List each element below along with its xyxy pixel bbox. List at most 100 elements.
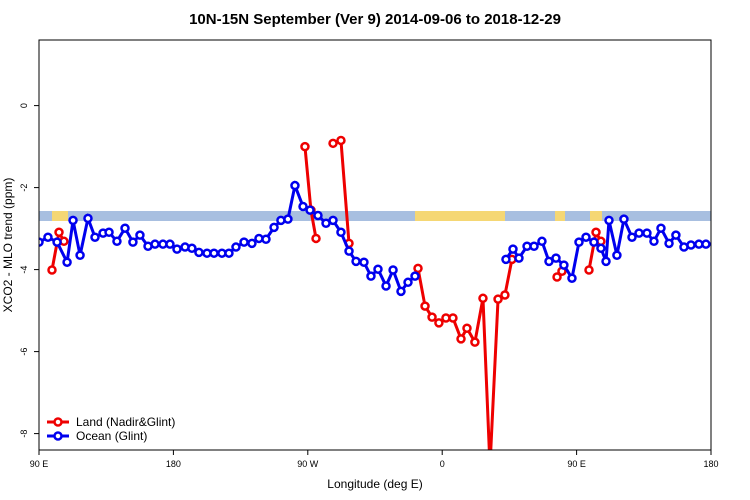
legend-label: Land (Nadir&Glint) [76,415,175,429]
point [311,233,321,244]
point [283,214,293,224]
y-tick-label: -2 [19,184,29,192]
point [642,228,652,238]
series-line [303,146,318,239]
point [62,257,72,267]
point [112,236,122,247]
point [328,138,338,149]
map-strip [39,211,711,221]
point [551,253,561,263]
point [627,232,637,242]
plot-area [39,135,711,470]
point [269,222,279,233]
point [456,334,466,344]
point [701,239,711,249]
point [75,250,85,260]
x-tick-label: 90 E [30,459,49,469]
point [403,277,413,288]
point [290,180,300,191]
point [165,239,175,249]
point [410,271,420,281]
legend-label: Ocean (Glint) [76,429,147,443]
point [514,253,524,263]
point [83,213,93,224]
point [584,265,594,275]
point [231,242,241,252]
point [336,227,346,238]
point [90,232,100,242]
point [604,215,614,226]
point [298,201,308,212]
point [656,223,666,233]
point [344,246,354,256]
point [493,294,503,304]
point [247,238,257,249]
point [336,135,346,146]
point [43,232,53,242]
point [128,237,138,247]
point [328,215,338,226]
y-tick-label: -4 [19,266,29,274]
x-tick-label: 90 E [567,459,586,469]
point [486,463,493,470]
point [552,272,562,282]
point [381,281,391,291]
point [574,237,584,247]
point [366,271,376,281]
point [686,240,696,250]
point [150,239,160,249]
point [54,227,64,238]
point [448,313,458,323]
point [300,141,310,152]
point [649,236,659,247]
point [462,323,472,333]
point [224,248,234,258]
point [508,244,518,254]
point [589,237,599,247]
y-axis-label: XCO2 - MLO trend (ppm) [1,178,15,313]
point [427,312,437,322]
point [396,286,406,297]
y-tick-label: -6 [19,348,29,356]
point [537,236,547,247]
point [500,290,510,300]
x-axis-label: Longitude (deg E) [327,477,422,491]
point [664,238,674,249]
point [591,227,601,238]
legend-marker [53,431,63,441]
point [104,227,114,238]
plot-frame [38,39,712,451]
point [351,256,361,267]
point [596,243,606,254]
x-tick-label: 180 [166,459,181,469]
point [413,263,423,274]
point [120,223,130,233]
point [434,318,444,328]
x-tick-label: 90 W [297,459,319,469]
point [601,256,611,267]
point [135,230,145,240]
point [47,265,57,275]
point [420,301,430,311]
point [194,247,204,258]
point [172,244,182,254]
point [209,248,219,258]
point [619,214,629,224]
point [501,254,511,265]
point [470,337,480,347]
point [359,257,369,267]
point [529,241,539,251]
point [68,215,78,226]
point [39,237,44,247]
point [634,228,644,238]
point [373,264,383,274]
point [52,237,62,247]
x-tick-label: 180 [703,459,718,469]
point [478,293,488,304]
point [567,273,577,283]
y-tick-label: -8 [19,430,29,438]
point [671,230,681,240]
legend-marker [53,417,63,427]
point [313,210,323,221]
